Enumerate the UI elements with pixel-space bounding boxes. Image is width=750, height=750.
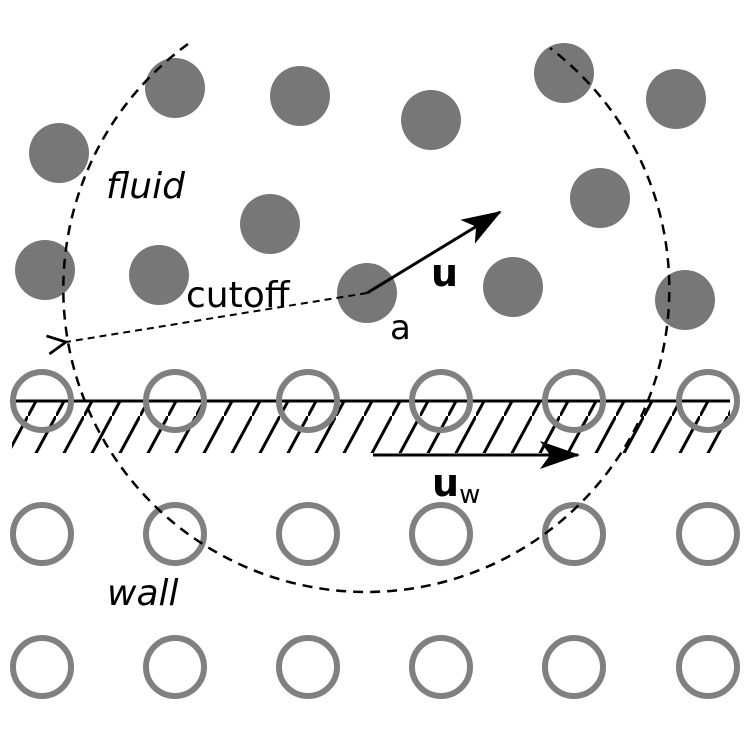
wall-particle [409, 635, 473, 699]
fluid-particle [646, 69, 706, 129]
wall-particle [143, 635, 207, 699]
wall-particle [409, 369, 473, 433]
wall-particle [143, 502, 207, 566]
wall-particle [10, 635, 74, 699]
fluid-particle [29, 123, 89, 183]
wall-particle [409, 502, 473, 566]
fluid-particle [15, 240, 75, 300]
wall-particle [143, 369, 207, 433]
fluid-particle [534, 43, 594, 103]
fluid-particle [655, 270, 715, 330]
wall-particle [542, 502, 606, 566]
fluid-particle [145, 58, 205, 118]
wall-particles [10, 369, 740, 699]
wall-particle [542, 369, 606, 433]
wall-particle [276, 369, 340, 433]
wall-surface [12, 399, 730, 453]
particle-velocity-arrow [366, 210, 502, 295]
wall-velocity-label: uw [432, 461, 480, 510]
wall-label: wall [107, 573, 179, 614]
wall-particle [10, 369, 74, 433]
cutoff-sphere [62, 42, 671, 594]
wall-particle [276, 635, 340, 699]
fluid-particle [270, 66, 330, 126]
wall-particle [676, 502, 740, 566]
fluid-particles [15, 43, 715, 330]
wall-particle [676, 369, 740, 433]
fluid-particle [240, 194, 300, 254]
wall-particle [10, 502, 74, 566]
cutoff-label: cutoff [186, 275, 291, 316]
wall-particle [676, 635, 740, 699]
wall-particle [542, 635, 606, 699]
fluid-particle [401, 90, 461, 150]
fluid-particle [129, 245, 189, 305]
wall-hatch [12, 401, 730, 453]
fluid-particle [570, 168, 630, 228]
fluid-particle [483, 257, 543, 317]
cutoff-radius-arrow [66, 292, 368, 342]
fluid-label: fluid [106, 166, 186, 207]
particle-a-label: a [390, 308, 411, 348]
velocity-u-label: u [431, 251, 458, 295]
wall-particle [276, 502, 340, 566]
